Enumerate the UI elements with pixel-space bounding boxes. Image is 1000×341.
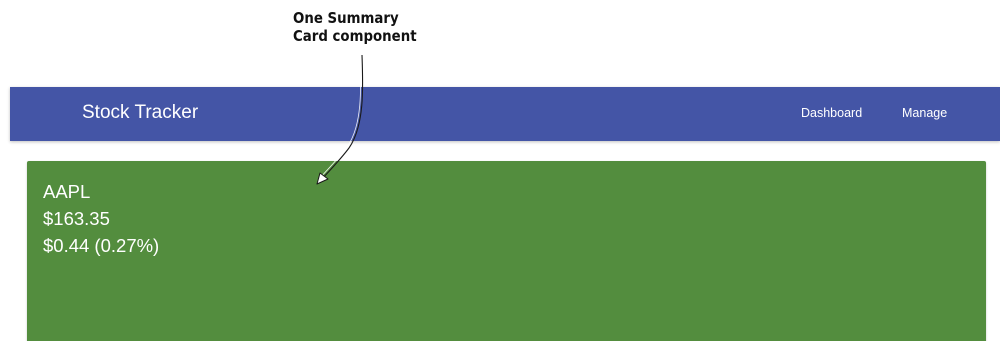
stock-change: $0.44 (0.27%) — [43, 235, 160, 256]
nav-link-manage[interactable]: Manage — [902, 106, 948, 120]
summary-card[interactable]: AAPL $163.35 $0.44 (0.27%) — [27, 161, 986, 341]
stock-symbol: AAPL — [43, 181, 91, 202]
annotation-line-2: Card component — [293, 27, 417, 45]
stock-price: $163.35 — [43, 208, 110, 229]
annotation-line-1: One Summary — [293, 9, 399, 27]
annotation-label: One Summary Card component — [293, 9, 431, 45]
top-navbar: Stock Tracker Dashboard Manage — [10, 87, 1000, 141]
brand-title[interactable]: Stock Tracker — [82, 102, 199, 123]
nav-link-dashboard[interactable]: Dashboard — [801, 106, 863, 120]
